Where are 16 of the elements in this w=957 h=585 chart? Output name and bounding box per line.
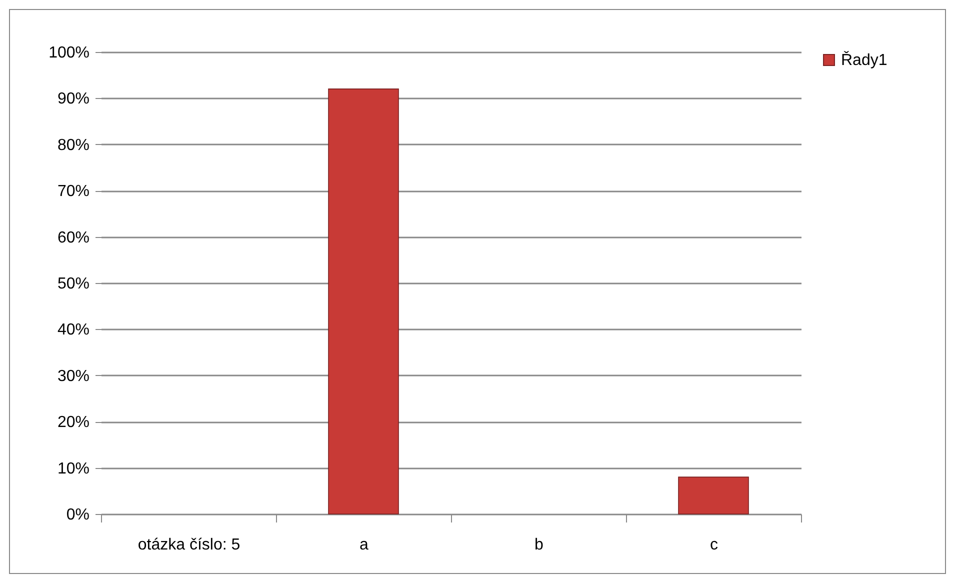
y-tick-label: 90% <box>57 90 90 108</box>
y-tick-label: 60% <box>57 229 90 246</box>
x-tick-label: otázka číslo: 5 <box>138 536 240 554</box>
y-tick-label: 20% <box>57 414 90 432</box>
y-tick-label: 70% <box>57 183 90 200</box>
y-tick-label: 50% <box>57 276 90 292</box>
legend-label: Řady1 <box>841 51 888 69</box>
x-tick-label: a <box>360 536 369 554</box>
x-tick-label: c <box>710 536 718 554</box>
y-tick-label: 80% <box>57 136 90 154</box>
y-tick-label: 40% <box>57 322 90 339</box>
y-tick-label: 10% <box>57 460 90 478</box>
y-tick-label: 0% <box>66 506 90 524</box>
y-tick-label: 30% <box>57 368 90 385</box>
x-tick-label: b <box>534 536 544 554</box>
y-tick-label: 100% <box>48 44 90 62</box>
